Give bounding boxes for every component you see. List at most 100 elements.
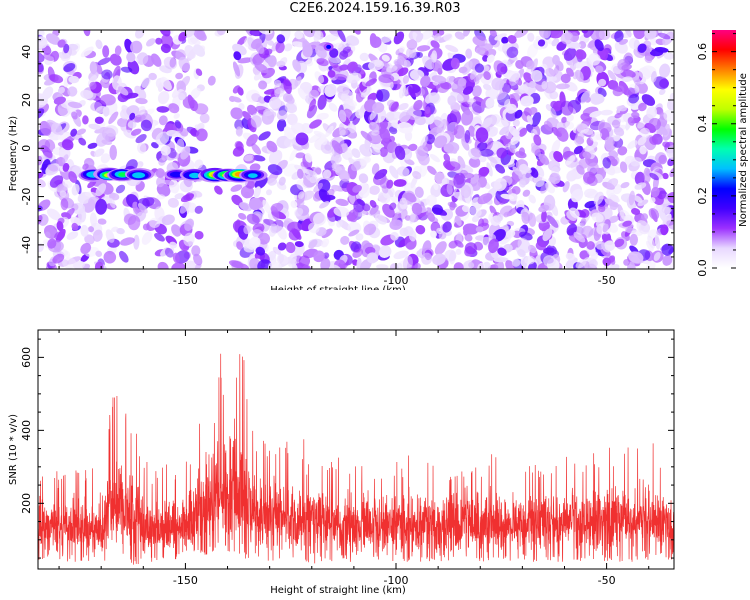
y-tick-label: 400 [20,420,33,441]
heatmap-noise-blob [217,30,226,36]
heatmap-noise-blob [95,198,108,215]
heatmap-noise-blob [333,206,350,217]
heatmap-noise-blob [243,154,254,162]
heatmap-noise-blob [116,227,125,235]
heatmap-noise-blob [257,96,266,104]
heatmap-noise-blob [415,225,426,235]
heatmap-noise-blob [616,105,627,112]
heatmap-noise-blob [339,50,349,60]
heatmap-noise-blob [474,63,485,73]
heatmap-noise-blob [292,59,301,72]
heatmap-noise-blob [551,38,560,47]
heatmap-noise-blob [273,79,282,88]
heatmap-noise-blob [46,208,61,221]
heatmap-noise-blob [267,164,283,176]
heatmap-noise-blob [62,154,69,164]
heatmap-noise-blob [515,59,524,70]
heatmap-noise-blob [376,88,390,102]
heatmap-noise-blob [190,37,201,46]
heatmap-noise-blob [386,179,394,189]
heatmap-noise-blob [78,137,87,146]
heatmap-noise-blob [324,33,339,42]
heatmap-noise-blob [176,138,185,154]
heatmap-noise-blob [433,33,442,42]
heatmap-ticks: -150 -100 -50 -40 -20 0 20 40 Height of straight… [8,30,674,290]
heatmap-noise-blob [297,87,306,100]
heatmap-noise-blob [355,233,364,241]
heatmap-noise-blob [365,78,377,87]
heatmap-noise-blob [508,125,519,137]
heatmap-noise-blob [372,102,385,114]
heatmap-noise-blob [80,89,94,99]
heatmap-noise-blob [613,134,621,142]
y-tick-label: 40 [20,45,33,59]
heatmap-noise-blob [249,30,262,37]
heatmap-noise-blob [666,147,674,161]
heatmap-noise-blob [390,231,399,241]
heatmap-noise-blob [669,93,674,104]
heatmap-noise-blob [627,117,635,126]
heatmap-noise-blob [253,73,262,81]
heatmap-noise-blob [150,53,162,67]
heatmap-noise-blob [657,125,668,136]
heatmap-noise-blob [623,258,630,266]
heatmap-noise-blob [346,72,362,84]
heatmap-noise-blob [535,241,547,251]
heatmap-noise-blob [431,59,443,72]
heatmap-noise-blob [414,262,421,269]
heatmap-noise-blob [413,99,423,111]
x-tick-label: -100 [384,274,409,287]
heatmap-noise-blob [95,39,103,50]
heatmap-noise-blob [156,194,166,200]
heatmap-noise-blob [363,223,377,236]
heatmap-noise-blob [398,102,409,111]
heatmap-noise-blob [648,208,660,220]
heatmap-noise-blob [552,100,563,112]
heatmap-noise-blob [633,195,643,203]
heatmap-noise-blob [166,129,179,137]
heatmap-noise-blob [610,158,618,167]
heatmap-noise-blob [501,36,509,44]
heatmap-noise-blob [528,212,537,227]
heatmap-noise-blob [114,45,122,56]
heatmap-noise-blob [486,162,493,177]
heatmap-noise-blob [285,241,296,254]
heatmap-noise-blob [237,36,248,46]
signal-cluster [247,173,258,179]
heatmap-noise-blob [475,127,489,143]
heatmap-noise-blob [406,107,422,121]
heatmap-noise-blob [95,250,103,257]
heatmap-noise-blob [334,42,343,49]
heatmap-noise-blob [151,142,159,149]
heatmap-noise-blob [499,234,512,245]
heatmap-noise-blob [578,41,587,49]
heatmap-noise-blob [368,121,380,133]
heatmap-noise-blob [329,48,339,58]
heatmap-noise-blob [168,103,180,114]
heatmap-noise-blob [526,115,534,125]
heatmap-noise-blob [319,134,328,146]
heatmap-noise-blob [443,141,460,154]
heatmap-noise-blob [543,120,553,131]
heatmap-noise-blob [302,40,313,55]
heatmap-noise-blob [637,121,646,129]
heatmap-noise-blob [369,200,377,208]
heatmap-noise-blob [369,185,380,195]
heatmap-noise-blob [485,97,495,109]
heatmap-noise-blob [124,92,139,99]
heatmap-noise-blob [178,56,191,72]
heatmap-noise-blob [258,131,271,141]
heatmap-noise-blob [55,228,66,243]
heatmap-noise-blob [483,71,491,80]
heatmap-noise-blob [461,110,474,126]
heatmap-noise-blob [385,111,395,122]
heatmap-noise-blob [378,74,395,84]
heatmap-noise-blob [94,116,104,125]
heatmap-noise-blob [267,261,283,269]
heatmap-noise-blob [251,143,262,155]
heatmap-noise-blob [346,35,360,46]
heatmap-noise-blob [442,221,452,233]
heatmap-noise-blob [662,172,669,180]
heatmap-noise-blob [80,224,89,237]
heatmap-noise-blob [71,222,79,231]
